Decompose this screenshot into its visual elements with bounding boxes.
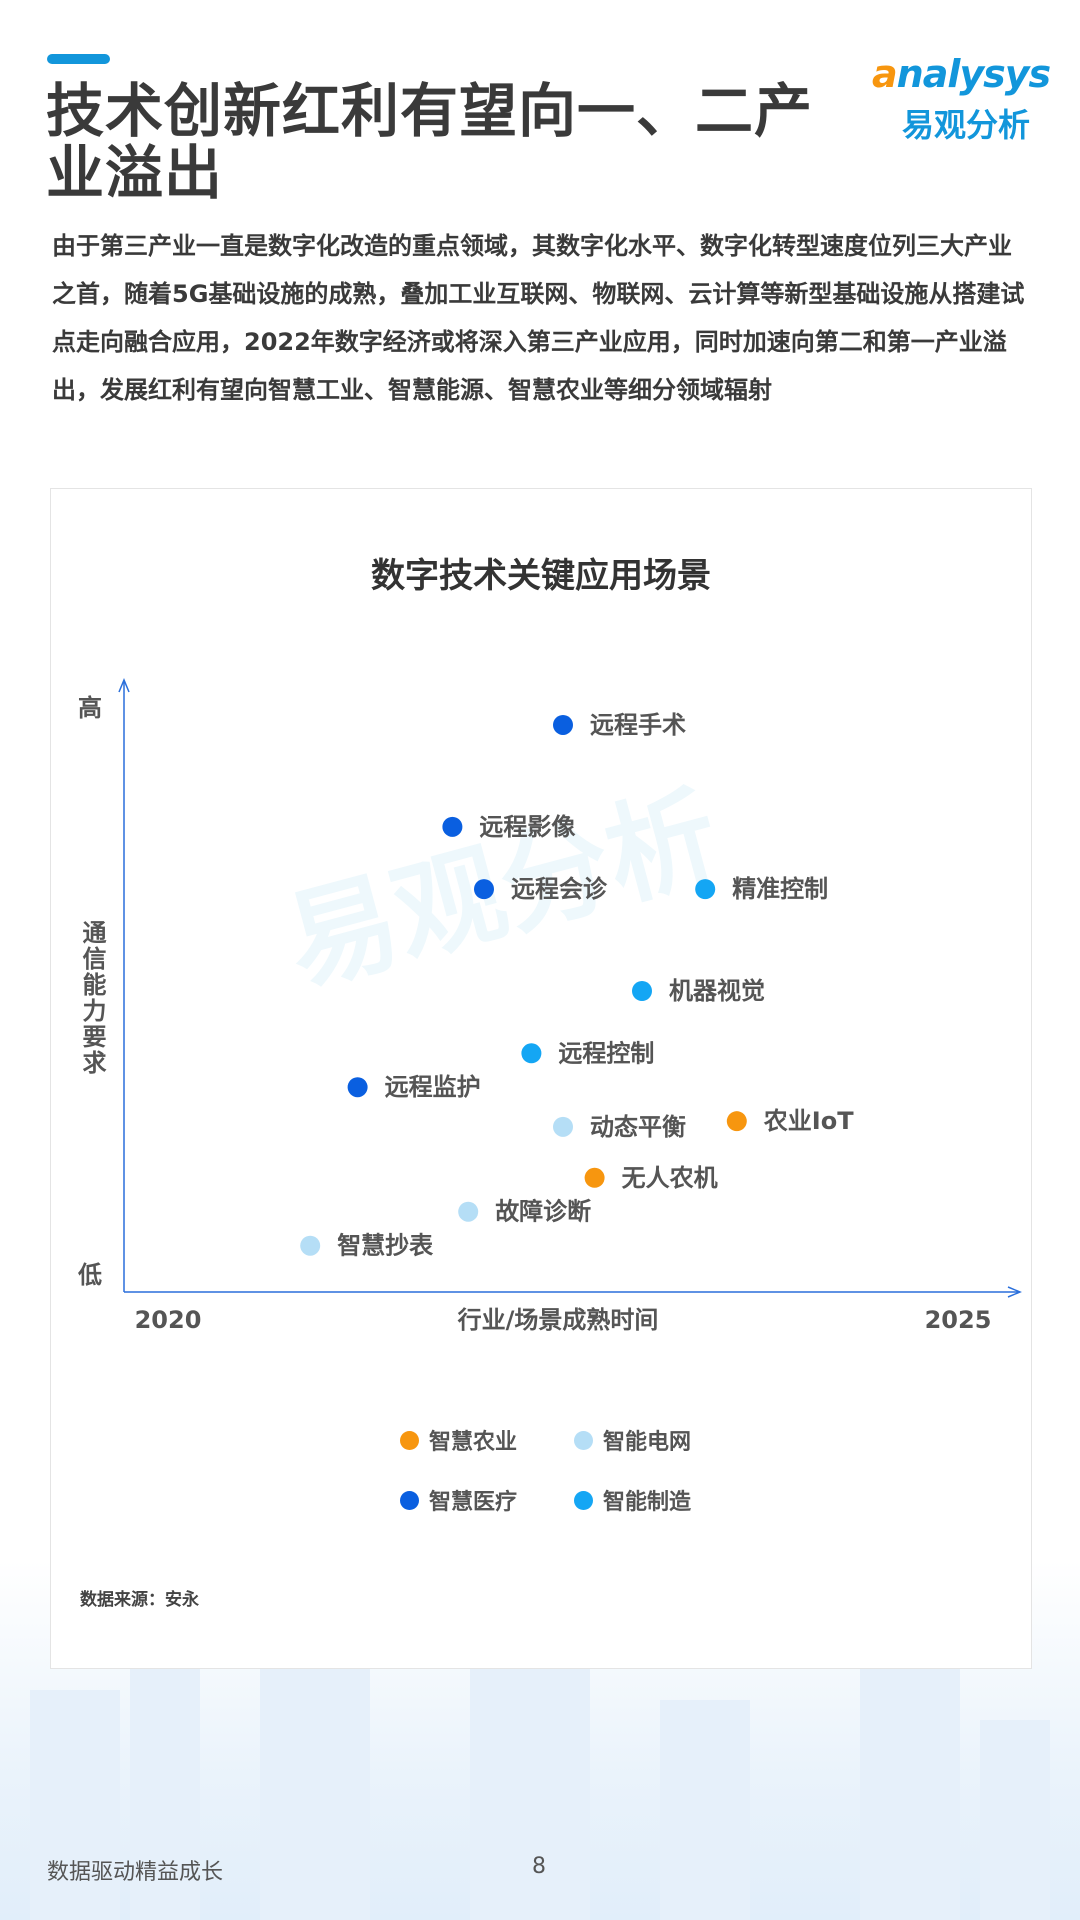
data-point <box>584 1167 605 1188</box>
data-point <box>300 1235 321 1256</box>
footer-slogan: 数据驱动精益成长 <box>47 1860 224 1885</box>
data-label: 无人农机 <box>622 1164 718 1192</box>
x-tick-2020: 2020 <box>135 1306 202 1334</box>
logo-wordmark: analysys <box>872 52 1051 96</box>
legend-dot <box>574 1430 593 1450</box>
y-tick-low: 低 <box>77 1261 102 1289</box>
accent-bar <box>47 54 110 64</box>
data-point <box>521 1043 542 1064</box>
data-point <box>458 1201 479 1222</box>
data-point <box>442 816 463 837</box>
data-point <box>695 879 716 900</box>
chart-title: 数字技术关键应用场景 <box>371 556 711 596</box>
data-point <box>726 1111 747 1132</box>
data-point <box>347 1077 368 1098</box>
legend-dot <box>400 1430 419 1450</box>
body-paragraph: 由于第三产业一直是数字化改造的重点领域，其数字化水平、数字化转型速度位列三大产业… <box>52 232 1025 404</box>
legend-item-agriculture: 智慧农业 <box>400 1424 517 1456</box>
data-point <box>474 879 494 900</box>
logo-chinese: 易观分析 <box>902 106 1031 144</box>
legend-dot <box>400 1490 419 1510</box>
data-label: 远程会诊 <box>511 875 608 903</box>
data-label: 机器视觉 <box>669 977 765 1005</box>
data-source: 数据来源：安永 <box>80 1590 199 1610</box>
data-label: 故障诊断 <box>495 1198 591 1226</box>
page-number: 8 <box>532 1854 546 1879</box>
data-label: 远程手术 <box>590 711 686 739</box>
x-axis-arrow <box>1007 1286 1022 1298</box>
legend-dot <box>574 1490 593 1510</box>
legend-item-manufacturing: 智能制造 <box>574 1484 691 1516</box>
data-label: 远程监护 <box>385 1073 481 1101</box>
data-label: 远程影像 <box>479 813 576 841</box>
x-axis-label: 行业/场景成熟时间 <box>457 1306 659 1334</box>
data-label: 智慧抄表 <box>337 1232 434 1260</box>
y-tick-high: 高 <box>78 694 102 722</box>
page-title: 技术创新红利有望向一、二产业溢出 <box>46 77 814 207</box>
data-label: 动态平衡 <box>590 1113 686 1141</box>
legend-item-medical: 智慧医疗 <box>400 1484 517 1516</box>
data-point <box>632 981 652 1001</box>
data-point <box>553 1116 573 1137</box>
legend-item-grid: 智能电网 <box>574 1424 691 1456</box>
y-axis-label: 通信能力要求 <box>78 920 106 1076</box>
analysys-logo: analysys 易观分析 <box>862 46 1062 146</box>
data-label: 远程控制 <box>558 1039 654 1067</box>
axes <box>118 678 1022 1298</box>
data-label: 精准控制 <box>732 875 828 903</box>
x-tick-2025: 2025 <box>925 1306 992 1334</box>
y-axis-arrow <box>118 678 130 693</box>
data-point <box>553 714 573 735</box>
data-label: 农业IoT <box>763 1107 854 1135</box>
chart-card <box>50 488 1032 1669</box>
